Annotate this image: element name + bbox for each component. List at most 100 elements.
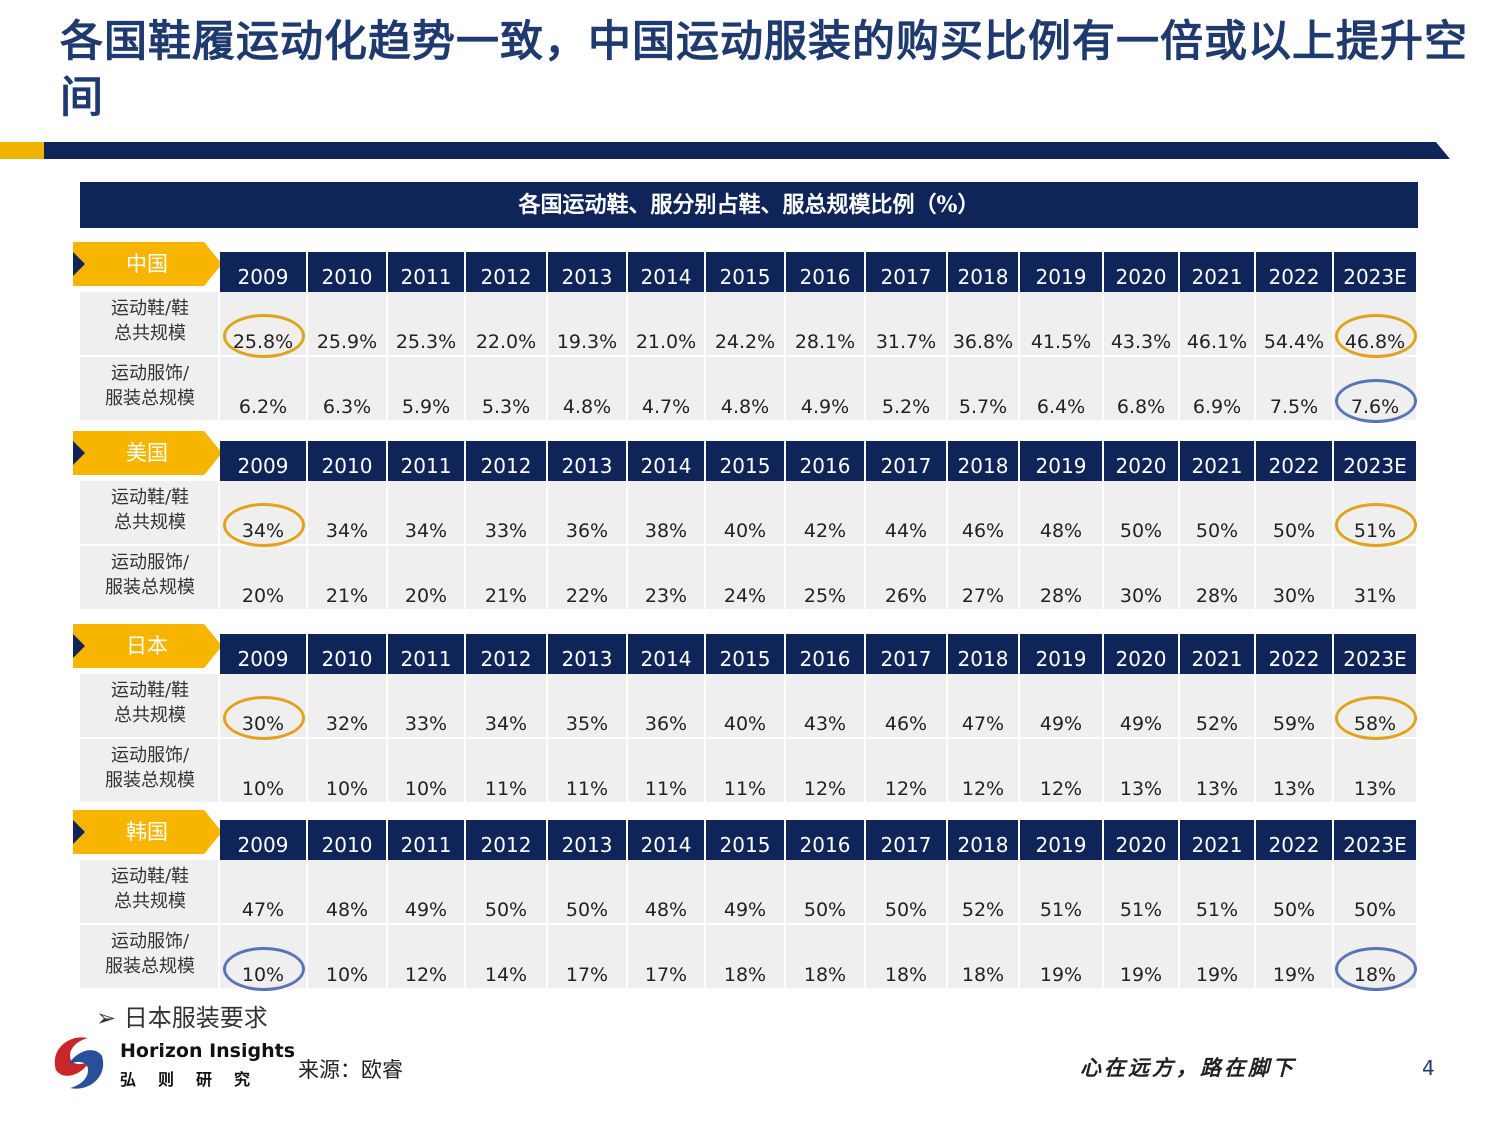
year-header: 2009 <box>220 634 308 674</box>
country-table: 韩国 2009 2010 2011 2012 2013 2014 2015 2016 2017 20… <box>0 810 1500 992</box>
table-row <box>80 739 1418 802</box>
row-label-line: 总共规模 <box>114 705 186 726</box>
table-cell: 10% <box>388 739 466 802</box>
year-header: 2016 <box>786 820 866 860</box>
bullet-text: 日本服装要求 <box>123 1004 268 1032</box>
row-label-apparel: 运动服饰/服装总规模 <box>80 739 220 802</box>
row-label-shoes: 运动鞋/鞋 总共规模 <box>80 860 220 923</box>
table-row <box>80 357 1418 420</box>
column-divider <box>218 860 220 990</box>
table-cell: 11% <box>706 739 786 802</box>
year-header: 2018 <box>948 820 1020 860</box>
row-label-line: 运动鞋/鞋 <box>110 298 190 319</box>
year-header: 2015 <box>706 820 786 860</box>
year-header: 2018 <box>948 252 1020 292</box>
table-cell: 13% <box>1256 739 1334 802</box>
slogan: 心在远方，路在脚下 <box>1080 1055 1296 1080</box>
table-cell: 54.4% <box>1256 292 1334 355</box>
table-cell: 51% <box>1020 860 1104 923</box>
year-header: 2014 <box>628 441 706 481</box>
table-cell: 22.0% <box>466 292 548 355</box>
row-label-line: 总共规模 <box>114 891 186 912</box>
table-cell: 22% <box>548 546 628 609</box>
table-cell: 50% <box>548 860 628 923</box>
logo-wordmark: Horizon Insights <box>120 1040 296 1062</box>
row-label-line: 运动服饰/ <box>110 745 190 766</box>
table-cell: 12% <box>388 925 466 988</box>
table-cell: 32% <box>308 674 388 737</box>
row-label-line: 服装总规模 <box>105 770 195 791</box>
table-cell: 35% <box>548 674 628 737</box>
table-cell: 4.8% <box>548 357 628 420</box>
table-cell: 18% <box>786 925 866 988</box>
year-header: 2022 <box>1256 441 1334 481</box>
table-cell: 13% <box>1180 739 1256 802</box>
table-cell: 19% <box>1256 925 1334 988</box>
table-row <box>80 292 1418 355</box>
table-cell: 40% <box>706 674 786 737</box>
table-cell: 48% <box>628 860 706 923</box>
table-row <box>80 674 1418 737</box>
year-header: 2013 <box>548 252 628 292</box>
highlight-circle <box>1335 947 1417 991</box>
year-header: 2012 <box>466 820 548 860</box>
row-label-line: 运动服饰/ <box>110 552 190 573</box>
year-header: 2014 <box>628 820 706 860</box>
year-header: 2012 <box>466 441 548 481</box>
table-cell: 34% <box>466 674 548 737</box>
table-cell: 11% <box>548 739 628 802</box>
table-cell: 50% <box>1256 481 1334 544</box>
table-cell: 34% <box>388 481 466 544</box>
row-label-line: 运动鞋/鞋 <box>110 680 190 701</box>
highlight-circle <box>223 314 305 358</box>
table-cell: 12% <box>948 739 1020 802</box>
table-cell: 17% <box>628 925 706 988</box>
table-cell: 28% <box>1180 546 1256 609</box>
year-header: 2011 <box>388 252 466 292</box>
year-header: 2023E <box>1334 820 1418 860</box>
table-cell: 23% <box>628 546 706 609</box>
year-header: 2023E <box>1334 634 1418 674</box>
year-header: 2020 <box>1104 441 1180 481</box>
table-cell: 24.2% <box>706 292 786 355</box>
table-cell: 18% <box>706 925 786 988</box>
table-cell: 6.2% <box>220 357 308 420</box>
table-cell: 10% <box>220 739 308 802</box>
highlight-circle <box>223 696 305 740</box>
year-header: 2019 <box>1020 252 1104 292</box>
table-row <box>80 925 1418 988</box>
year-header: 2013 <box>548 820 628 860</box>
table-row <box>80 546 1418 609</box>
table-cell: 25% <box>786 546 866 609</box>
table-cell: 44% <box>866 481 948 544</box>
table-cell: 52% <box>948 860 1020 923</box>
table-cell: 50% <box>1256 860 1334 923</box>
year-header: 2021 <box>1180 441 1256 481</box>
year-header: 2010 <box>308 634 388 674</box>
table-cell: 7.5% <box>1256 357 1334 420</box>
year-header: 2020 <box>1104 634 1180 674</box>
year-header: 2014 <box>628 634 706 674</box>
table-cell: 5.2% <box>866 357 948 420</box>
year-header: 2013 <box>548 441 628 481</box>
table-cell: 48% <box>1020 481 1104 544</box>
year-header: 2010 <box>308 441 388 481</box>
year-header: 2020 <box>1104 252 1180 292</box>
year-header: 2020 <box>1104 820 1180 860</box>
row-label-line: 运动鞋/鞋 <box>110 487 190 508</box>
title-rule <box>44 142 1450 159</box>
table-cell: 48% <box>308 860 388 923</box>
column-divider <box>218 674 220 804</box>
table-cell: 49% <box>388 860 466 923</box>
year-header: 2012 <box>466 252 548 292</box>
table-cell: 30% <box>1104 546 1180 609</box>
table-cell: 36.8% <box>948 292 1020 355</box>
tag-arrow-icon <box>73 634 85 658</box>
country-name: 中国 <box>126 252 168 276</box>
year-header: 2015 <box>706 634 786 674</box>
country-tag <box>73 624 222 668</box>
year-header: 2017 <box>866 252 948 292</box>
table-cell: 36% <box>548 481 628 544</box>
table-cell: 19.3% <box>548 292 628 355</box>
row-label-apparel: 运动服饰/服装总规模 <box>80 357 220 420</box>
